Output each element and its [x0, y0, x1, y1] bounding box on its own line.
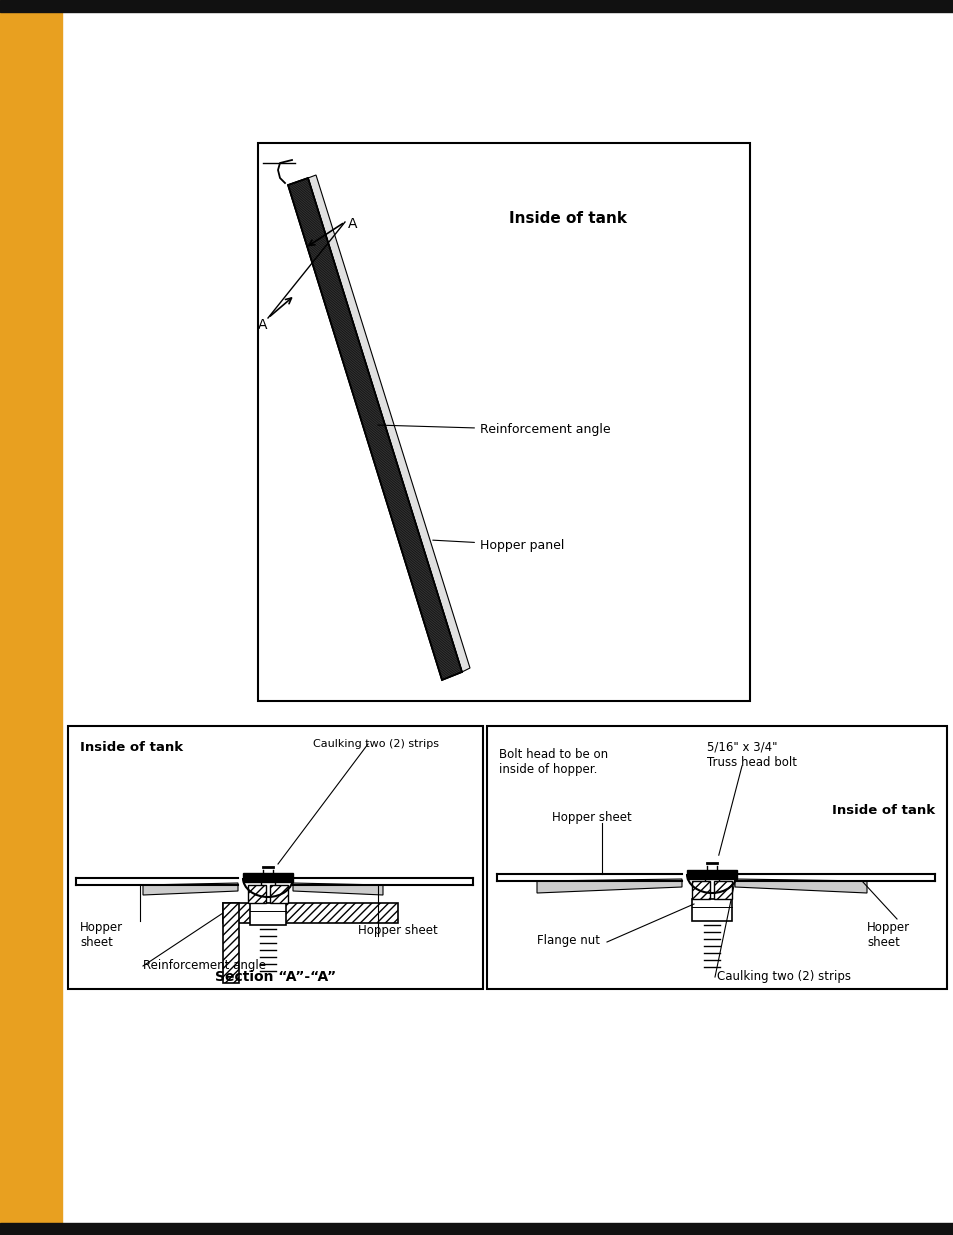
Bar — [0, 0, 62, 1235]
Text: Caulking two (2) strips: Caulking two (2) strips — [717, 971, 850, 983]
Bar — [270, 885, 288, 903]
Bar — [486, 726, 946, 989]
Bar — [68, 726, 482, 989]
Bar — [704, 872, 719, 899]
Text: Hopper
sheet: Hopper sheet — [80, 921, 123, 948]
Text: Inside of tank: Inside of tank — [509, 210, 626, 226]
Polygon shape — [686, 855, 737, 874]
Bar — [223, 903, 239, 983]
Polygon shape — [537, 879, 681, 893]
Text: Reinforcement angle: Reinforcement angle — [143, 960, 266, 972]
Polygon shape — [293, 883, 382, 895]
Bar — [691, 881, 709, 899]
Bar — [223, 903, 397, 923]
Text: Hopper sheet: Hopper sheet — [357, 925, 437, 937]
Text: A: A — [258, 317, 268, 332]
Text: Hopper sheet: Hopper sheet — [552, 811, 631, 825]
Text: Hopper
sheet: Hopper sheet — [866, 921, 909, 948]
Polygon shape — [143, 883, 237, 895]
Bar — [691, 899, 731, 921]
Bar — [713, 881, 731, 899]
Bar — [243, 873, 293, 883]
Text: Hopper panel: Hopper panel — [433, 538, 564, 552]
Bar — [250, 903, 286, 925]
Bar — [257, 143, 749, 701]
Bar — [0, 1223, 953, 1235]
Polygon shape — [734, 879, 866, 893]
Polygon shape — [288, 178, 461, 680]
Text: Section “A”-“A”: Section “A”-“A” — [214, 969, 335, 984]
Text: Inside of tank: Inside of tank — [831, 804, 934, 818]
Polygon shape — [308, 175, 470, 672]
Text: Bolt head to be on
inside of hopper.: Bolt head to be on inside of hopper. — [498, 748, 607, 776]
Polygon shape — [243, 860, 293, 878]
Text: Caulking two (2) strips: Caulking two (2) strips — [313, 739, 438, 748]
Bar — [0, 0, 953, 12]
Text: Flange nut: Flange nut — [537, 935, 599, 947]
Bar — [261, 876, 274, 903]
Text: Inside of tank: Inside of tank — [80, 741, 183, 755]
Text: Reinforcement angle: Reinforcement angle — [377, 424, 610, 436]
Text: 5/16" x 3/4"
Truss head bolt: 5/16" x 3/4" Truss head bolt — [706, 741, 796, 769]
Bar — [686, 869, 737, 879]
Text: A: A — [348, 217, 357, 231]
Bar — [248, 885, 266, 903]
